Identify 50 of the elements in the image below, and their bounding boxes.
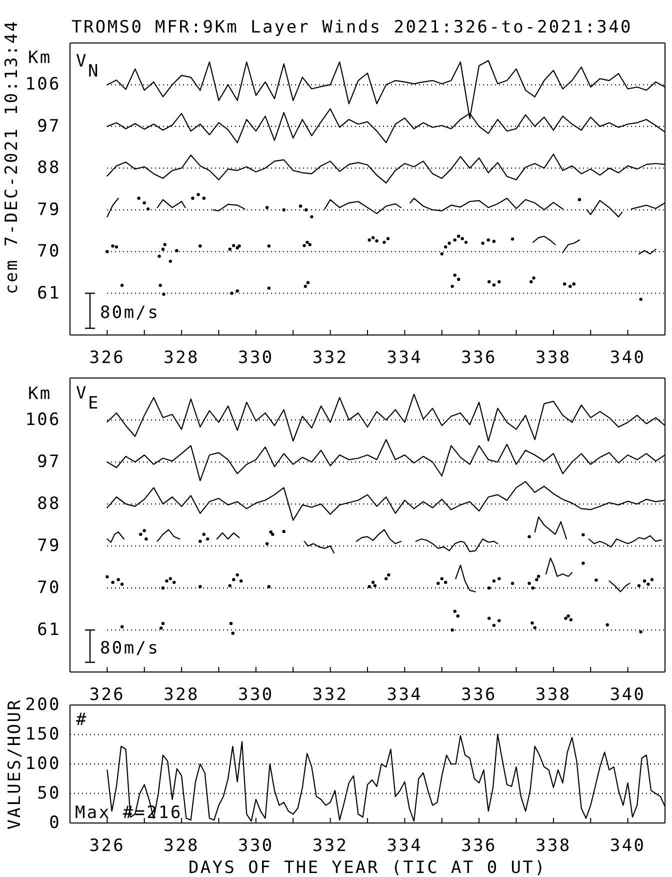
y-tick-label: 100 bbox=[25, 754, 61, 774]
x-tick-label: 338 bbox=[536, 836, 572, 856]
y-axis-title: Km bbox=[28, 48, 52, 68]
x-tick-label: 328 bbox=[164, 348, 200, 368]
x-tick-label: 336 bbox=[461, 685, 497, 705]
y-tick-label: 97 bbox=[37, 452, 61, 472]
y-tick-label: 70 bbox=[37, 578, 61, 598]
y-tick-label: 61 bbox=[37, 283, 61, 304]
x-tick-label: 334 bbox=[386, 836, 423, 856]
y-tick-label: 61 bbox=[37, 620, 61, 640]
y-tick-label: 79 bbox=[37, 200, 61, 220]
y-tick-label: 88 bbox=[37, 494, 61, 514]
x-tick-label: 338 bbox=[536, 685, 572, 705]
x-tick-label: 332 bbox=[312, 836, 348, 856]
y-axis-title: Km bbox=[28, 384, 52, 404]
x-tick-label: 330 bbox=[238, 836, 274, 856]
x-tick-label: 338 bbox=[536, 348, 572, 368]
x-tick-label: 336 bbox=[461, 348, 497, 368]
text: cem 7-DEC-2021 10:13:44 bbox=[2, 20, 22, 294]
y-axis-title: VALUES/HOUR bbox=[5, 698, 25, 830]
x-tick-label: 332 bbox=[312, 685, 348, 705]
y-tick-label: 106 bbox=[25, 410, 61, 430]
x-axis-title: DAYS OF THE YEAR (TIC AT 0 UT) bbox=[188, 858, 547, 877]
x-tick-label: 326 bbox=[89, 348, 126, 368]
y-tick-label: 97 bbox=[37, 116, 61, 136]
x-tick-label: 334 bbox=[386, 685, 423, 705]
x-tick-label: 326 bbox=[89, 685, 126, 705]
y-tick-label: 200 bbox=[25, 695, 61, 715]
annotation: 80m/s bbox=[100, 303, 160, 323]
annotation: 80m/s bbox=[100, 638, 160, 658]
x-tick-label: 336 bbox=[461, 836, 497, 856]
y-tick-label: 88 bbox=[37, 158, 61, 178]
x-tick-label: 328 bbox=[164, 836, 200, 856]
x-tick-label: 332 bbox=[312, 348, 348, 368]
y-tick-label: 0 bbox=[49, 813, 61, 833]
annotation: # bbox=[76, 710, 88, 730]
y-tick-label: 50 bbox=[37, 784, 61, 804]
x-tick-label: 340 bbox=[610, 836, 646, 856]
y-tick-label: 79 bbox=[37, 536, 61, 556]
chart-title: TROMS0 MFR:9Km Layer Winds 2021:326-to-2021:340 bbox=[72, 18, 632, 38]
x-tick-label: 334 bbox=[386, 348, 423, 368]
y-tick-label: 106 bbox=[25, 74, 61, 95]
y-tick-label: 150 bbox=[25, 724, 61, 744]
x-tick-label: 328 bbox=[164, 685, 200, 705]
x-tick-label: 340 bbox=[610, 685, 646, 705]
x-tick-label: 340 bbox=[610, 348, 646, 368]
x-tick-label: 330 bbox=[238, 348, 274, 368]
y-tick-label: 70 bbox=[37, 242, 61, 262]
x-tick-label: 326 bbox=[89, 836, 126, 856]
x-tick-label: 330 bbox=[238, 685, 274, 705]
